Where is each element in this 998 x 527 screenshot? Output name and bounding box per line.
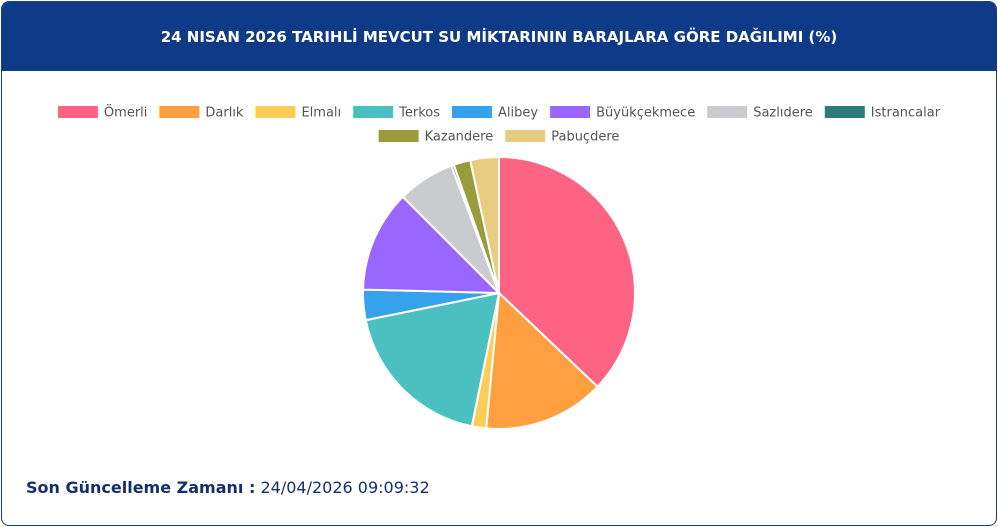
legend-label: Alibey <box>498 106 538 121</box>
legend-label: Darlık <box>205 106 244 121</box>
legend-label: Büyükçekmece <box>596 106 695 121</box>
pie-slice <box>498 155 636 389</box>
legend-label: Pabuçdere <box>551 130 619 145</box>
footer-value: 24/04/2026 09:09:32 <box>260 478 430 497</box>
legend-label: Sazlıdere <box>753 106 813 121</box>
legend-swatch <box>452 106 493 118</box>
legend-label: Kazandere <box>425 130 494 145</box>
legend-swatch <box>353 106 394 118</box>
chart-title: 24 NISAN 2026 TARIHLİ MEVCUT SU MİKTARIN… <box>2 2 996 71</box>
legend-swatch <box>378 130 419 142</box>
pie-slice <box>468 155 500 294</box>
chart: Ömerli Darlık Elmalı Terkos Alibey Büyükçekme… <box>57 104 941 430</box>
legend-swatch <box>707 106 748 118</box>
pie-slice <box>362 195 502 295</box>
legend-swatch <box>505 130 546 142</box>
legend-label: Istrancalar <box>871 106 941 121</box>
legend-label: Ömerli <box>104 104 147 121</box>
legend-swatch <box>550 106 591 118</box>
pie-slice <box>485 290 599 430</box>
legend-swatch <box>159 106 200 118</box>
footer-label: Son Güncelleme Zamanı : <box>26 478 256 497</box>
footer: Son Güncelleme Zamanı : 24/04/2026 09:09… <box>26 478 430 497</box>
legend-swatch <box>255 106 296 118</box>
legend-swatch <box>57 106 98 118</box>
legend-swatch <box>824 106 865 118</box>
pie-slice <box>364 291 501 428</box>
legend-label: Terkos <box>398 106 440 121</box>
legend-label: Elmalı <box>301 106 341 121</box>
